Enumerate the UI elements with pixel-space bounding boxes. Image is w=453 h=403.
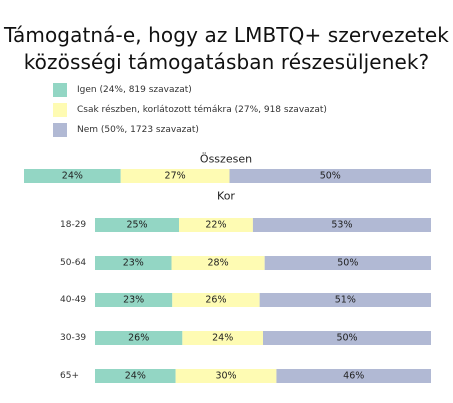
legend-swatch-igen (53, 83, 67, 97)
bar-segment-igen-age-30-39 (95, 331, 183, 345)
bar-segment-igen-age-65plus (95, 369, 176, 383)
bar-value-label-nem-age-30-39: 50% (336, 333, 357, 344)
bar-value-label-reszben-age-18-29: 22% (205, 220, 226, 231)
bar-segment-reszben-osszesen (120, 169, 230, 183)
bar-value-label-igen-age-50-64: 23% (123, 258, 144, 269)
legend-label-reszben: Csak részben, korlátozott témákra (27%, … (77, 105, 327, 115)
bar-segment-reszben-age-50-64 (171, 256, 265, 270)
bar-segment-nem-osszesen (229, 169, 431, 183)
legend-item-reszben: Csak részben, korlátozott témákra (27%, … (53, 103, 327, 117)
bar-value-label-igen-age-30-39: 26% (128, 333, 149, 344)
bar-value-label-igen-age-65plus: 24% (125, 371, 146, 382)
bar-value-label-reszben-osszesen: 27% (165, 171, 186, 182)
bar-value-label-igen-age-18-29: 25% (126, 220, 147, 231)
bar-segment-igen-osszesen (24, 169, 121, 183)
bar-segment-nem-age-50-64 (264, 256, 431, 270)
bar-value-label-reszben-age-65plus: 30% (215, 371, 236, 382)
bar-value-label-nem-osszesen: 50% (320, 171, 341, 182)
group-heading-kor: Kor (217, 190, 235, 203)
bar-segment-reszben-age-65plus (175, 369, 277, 383)
bar-value-label-reszben-age-50-64: 28% (208, 258, 229, 269)
bar-value-label-reszben-age-40-49: 26% (205, 295, 226, 306)
row-label-age-40-49: 40-49 (60, 295, 86, 305)
bar-segment-nem-age-40-49 (259, 293, 431, 307)
legend-swatch-reszben (53, 103, 67, 117)
bar-value-label-nem-age-65plus: 46% (343, 371, 364, 382)
bar-segment-nem-age-18-29 (252, 218, 431, 232)
bar-value-label-nem-age-40-49: 51% (335, 295, 356, 306)
bar-value-label-nem-age-18-29: 53% (331, 220, 352, 231)
row-label-age-50-64: 50-64 (60, 258, 86, 268)
chart-title-line-1: Támogatná-e, hogy az LMBTQ+ szervezetek (4, 23, 449, 47)
bar-segment-reszben-age-30-39 (182, 331, 263, 345)
bar-value-label-igen-osszesen: 24% (62, 171, 83, 182)
bar-segment-nem-age-65plus (276, 369, 431, 383)
chart-title-line-2: közösségi támogatásban részesüljenek? (23, 50, 430, 74)
row-label-age-65plus: 65+ (60, 371, 79, 381)
bar-value-label-igen-age-40-49: 23% (123, 295, 144, 306)
bar-segment-igen-age-18-29 (95, 218, 179, 232)
bar-segment-nem-age-30-39 (263, 331, 431, 345)
row-label-age-30-39: 30-39 (60, 333, 86, 343)
bar-segment-reszben-age-18-29 (179, 218, 253, 232)
legend-item-igen: Igen (24%, 819 szavazat) (53, 83, 192, 97)
legend-label-nem: Nem (50%, 1723 szavazat) (77, 125, 199, 135)
group-heading-osszesen: Összesen (200, 153, 252, 166)
bar-segment-igen-age-40-49 (95, 293, 173, 307)
bar-segment-igen-age-50-64 (95, 256, 172, 270)
legend-item-nem: Nem (50%, 1723 szavazat) (53, 123, 199, 137)
legend-label-igen: Igen (24%, 819 szavazat) (77, 85, 192, 95)
row-label-age-18-29: 18-29 (60, 220, 86, 230)
legend-swatch-nem (53, 123, 67, 137)
bar-value-label-nem-age-50-64: 50% (337, 258, 358, 269)
bar-value-label-reszben-age-30-39: 24% (212, 333, 233, 344)
bar-segment-reszben-age-40-49 (172, 293, 260, 307)
